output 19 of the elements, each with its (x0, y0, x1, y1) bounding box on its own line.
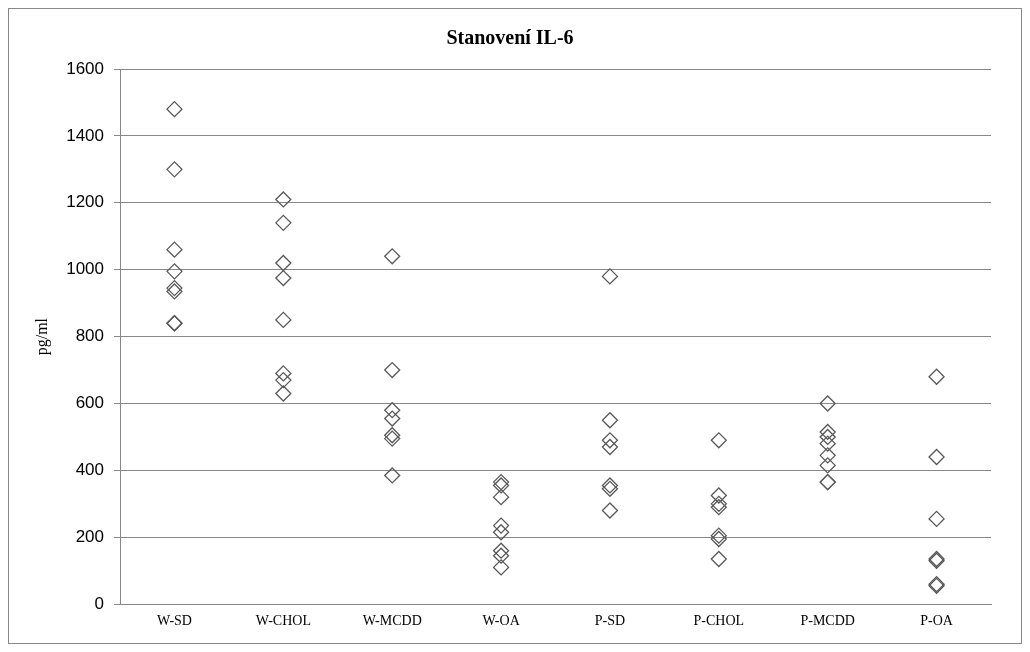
x-tick-label: P-MCDD (800, 613, 855, 629)
y-tick-label: 1000 (66, 259, 105, 279)
y-tick-label: 1200 (66, 192, 105, 212)
x-tick-label: W-SD (156, 613, 192, 629)
y-tick-label: 1600 (66, 58, 105, 78)
x-tick-label: P-SD (594, 613, 626, 629)
y-tick-label: 0 (94, 593, 105, 613)
x-tick-label: P-OA (920, 613, 954, 629)
y-tick-label: 1400 (66, 125, 105, 145)
x-tick-label: W-OA (482, 613, 521, 629)
y-tick-label: 600 (75, 393, 105, 413)
y-axis-title: pg/ml (32, 317, 51, 356)
y-tick-label: 400 (75, 460, 105, 480)
x-tick-label: W-CHOL (255, 613, 311, 629)
x-tick-label: P-CHOL (693, 613, 745, 629)
chart-title: Stanovení IL-6 (446, 26, 574, 49)
y-tick-label: 800 (75, 326, 105, 346)
x-tick-label: W-MCDD (362, 613, 422, 629)
y-tick-label: 200 (75, 526, 105, 546)
